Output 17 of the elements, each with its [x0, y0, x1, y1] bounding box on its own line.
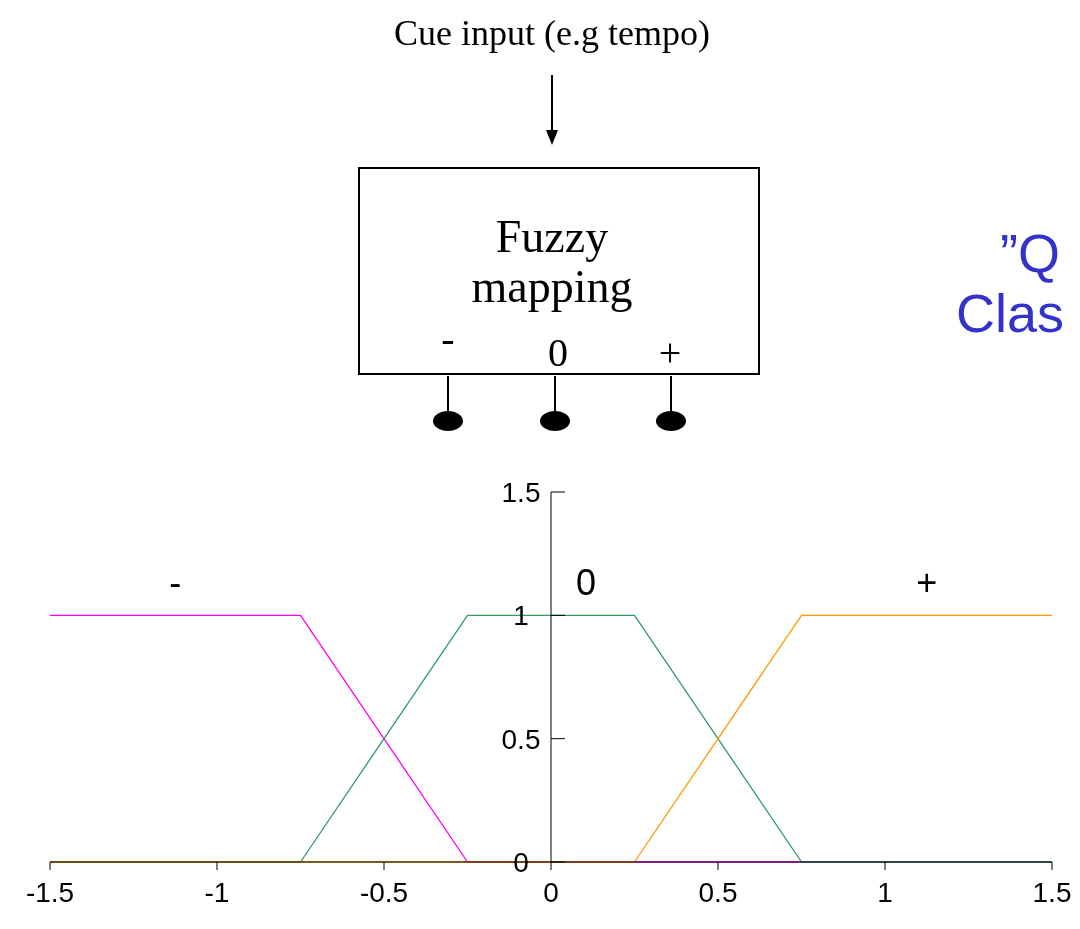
x-tick-label: 0.5 [698, 877, 738, 908]
text: - [441, 316, 455, 361]
text: Fuzzy mapping [471, 211, 633, 312]
x-tick-label: 1.5 [1032, 877, 1072, 908]
y-tick-label: 0.5 [501, 723, 541, 755]
y-tick-label: 1.5 [501, 477, 541, 508]
text: Cue input (e.g tempo) [394, 13, 710, 53]
series-label: - [169, 562, 182, 604]
text: Clas [955, 283, 1065, 343]
x-tick-label: -1.5 [25, 877, 75, 908]
text: ”Q [1000, 223, 1060, 283]
x-tick-label: 1 [877, 877, 893, 908]
text: + [658, 330, 682, 375]
x-tick-label: -1 [204, 877, 230, 908]
series-label: + [916, 562, 938, 604]
x-tick-label: -0.5 [359, 877, 409, 908]
series-label: 0 [575, 562, 597, 604]
